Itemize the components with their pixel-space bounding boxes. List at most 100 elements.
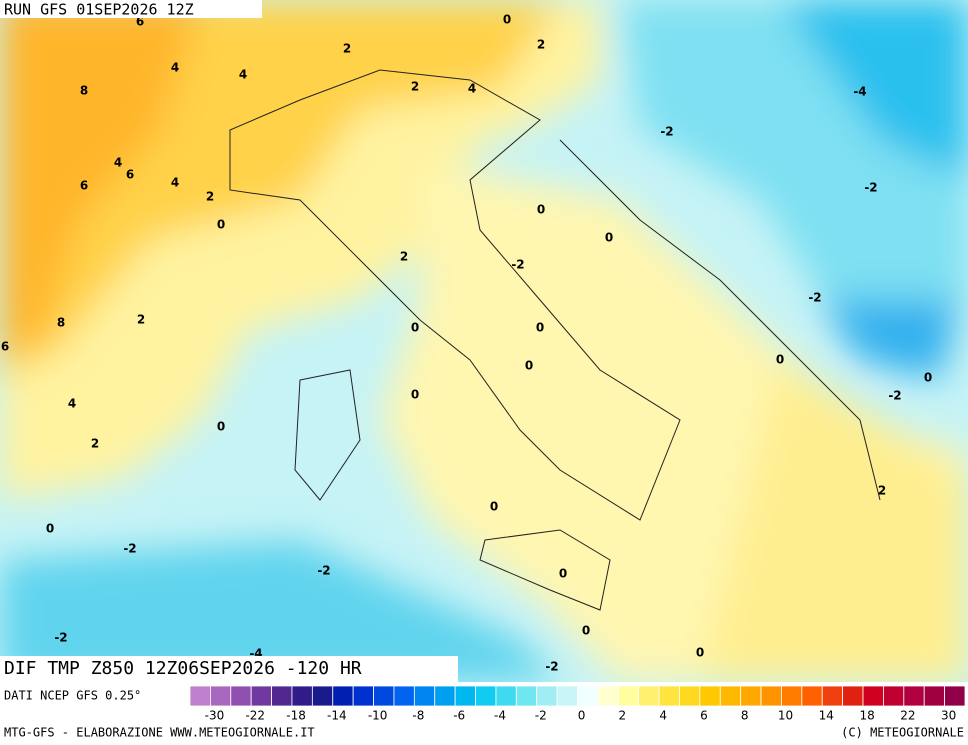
contour-label: 2: [343, 42, 351, 56]
colorbar-label: 0: [578, 709, 586, 723]
colorbar-swatch: [658, 685, 680, 707]
contour-label: 4: [171, 61, 179, 75]
contour-label: -2: [864, 181, 877, 195]
contour-label: 6: [136, 15, 144, 29]
header-box: [0, 0, 262, 18]
contour-label: -2: [511, 258, 524, 272]
colorbar-swatch: [311, 685, 334, 707]
contour-label: 4: [239, 68, 247, 82]
colorbar-swatch: [250, 685, 272, 707]
colorbar-swatch: [699, 685, 721, 707]
contour-label: 0: [503, 13, 511, 27]
contour-label: 2: [411, 80, 419, 94]
colorbar-label: -10: [368, 709, 388, 723]
colorbar-swatch: [821, 685, 844, 707]
contour-label: -2: [54, 631, 67, 645]
colorbar-label: 30: [941, 709, 956, 723]
contour-label: 6: [126, 168, 134, 182]
contour-label: -2: [317, 564, 330, 578]
colorbar-swatch: [801, 685, 823, 707]
colorbar-label: -18: [286, 709, 306, 723]
contour-label: 2: [137, 313, 145, 327]
colorbar-swatch: [556, 685, 578, 707]
colorbar-swatch: [393, 685, 415, 707]
colorbar: -30 -22 -18 -14 -10 -8 -6 -4 -2 0 2 4 6 8 10 14 18 22 30: [189, 685, 966, 723]
contour-label: 0: [411, 388, 419, 402]
colorbar-label: -4: [494, 709, 506, 723]
colorbar-label: -22: [245, 709, 265, 723]
contour-label: 0: [490, 500, 498, 514]
credit-text: MTG-GFS - ELABORAZIONE WWW.METEOGIORNALE…: [4, 726, 315, 740]
colorbar-swatch: [536, 685, 558, 707]
contour-label: 6: [1, 340, 9, 354]
colorbar-label: -14: [327, 709, 347, 723]
colorbar-swatch: [230, 685, 252, 707]
contour-label: 0: [582, 624, 590, 638]
contour-label: 2: [400, 250, 408, 264]
colorbar-swatch: [434, 685, 456, 707]
colorbar-swatch: [679, 685, 701, 707]
contour-label: -2: [808, 291, 821, 305]
run-title: RUN GFS 01SEP2026 12Z: [4, 1, 194, 19]
colorbar-swatch: [577, 685, 599, 707]
colorbar-swatch: [638, 685, 660, 707]
contour-label: 0: [924, 371, 932, 385]
title-box: [0, 656, 458, 682]
contour-label: 0: [411, 321, 419, 335]
colorbar-swatch: [740, 685, 762, 707]
contour-label: -2: [545, 660, 558, 674]
colorbar-swatch: [597, 685, 619, 707]
source-text: DATI NCEP GFS 0.25°: [4, 689, 141, 703]
colorbar-swatch: [373, 685, 395, 707]
colorbar-label: 18: [859, 709, 874, 723]
contour-label: 0: [605, 231, 613, 245]
colorbar-swatch: [862, 685, 884, 707]
contour-label: 8: [80, 84, 88, 98]
colorbar-label: 22: [900, 709, 915, 723]
contour-label: 0: [217, 420, 225, 434]
contour-label: -4: [853, 85, 866, 99]
contour-label: 4: [68, 397, 76, 411]
colorbar-label: 14: [819, 709, 834, 723]
colorbar-swatch: [842, 685, 864, 707]
colorbar-swatch: [291, 685, 313, 707]
colorbar-swatch: [413, 685, 436, 707]
map-field: [0, 0, 968, 682]
contour-label: 2: [91, 437, 99, 451]
colorbar-label: -6: [453, 709, 465, 723]
contour-label: 2: [206, 190, 214, 204]
contour-label: -2: [123, 542, 136, 556]
contour-label: 6: [80, 179, 88, 193]
colorbar-swatch: [617, 685, 640, 707]
contour-label: 2: [878, 484, 886, 498]
colorbar-swatch: [209, 685, 232, 707]
contour-label: 0: [559, 567, 567, 581]
contour-label: 0: [525, 359, 533, 373]
colorbar-label: 8: [741, 709, 749, 723]
contour-label: 4: [114, 156, 122, 170]
colorbar-swatch: [903, 685, 925, 707]
colorbar-swatch: [495, 685, 517, 707]
contour-label: 4: [468, 82, 476, 96]
colorbar-swatch: [883, 685, 905, 707]
colorbar-swatch: [719, 685, 742, 707]
copyright-text: (C) METEOGIORNALE: [841, 726, 964, 740]
colorbar-swatch: [923, 685, 946, 707]
colorbar-label: 2: [619, 709, 627, 723]
contour-label: -2: [660, 125, 673, 139]
colorbar-label: 10: [778, 709, 793, 723]
colorbar-label: -30: [205, 709, 225, 723]
colorbar-swatch: [454, 685, 476, 707]
colorbar-swatch: [189, 685, 211, 707]
colorbar-label: -2: [535, 709, 547, 723]
colorbar-swatch: [781, 685, 803, 707]
colorbar-swatch: [944, 685, 966, 707]
contour-label: 2: [537, 38, 545, 52]
colorbar-label: 6: [700, 709, 708, 723]
colorbar-swatch: [271, 685, 293, 707]
colorbar-swatch: [760, 685, 782, 707]
contour-label: 4: [171, 176, 179, 190]
